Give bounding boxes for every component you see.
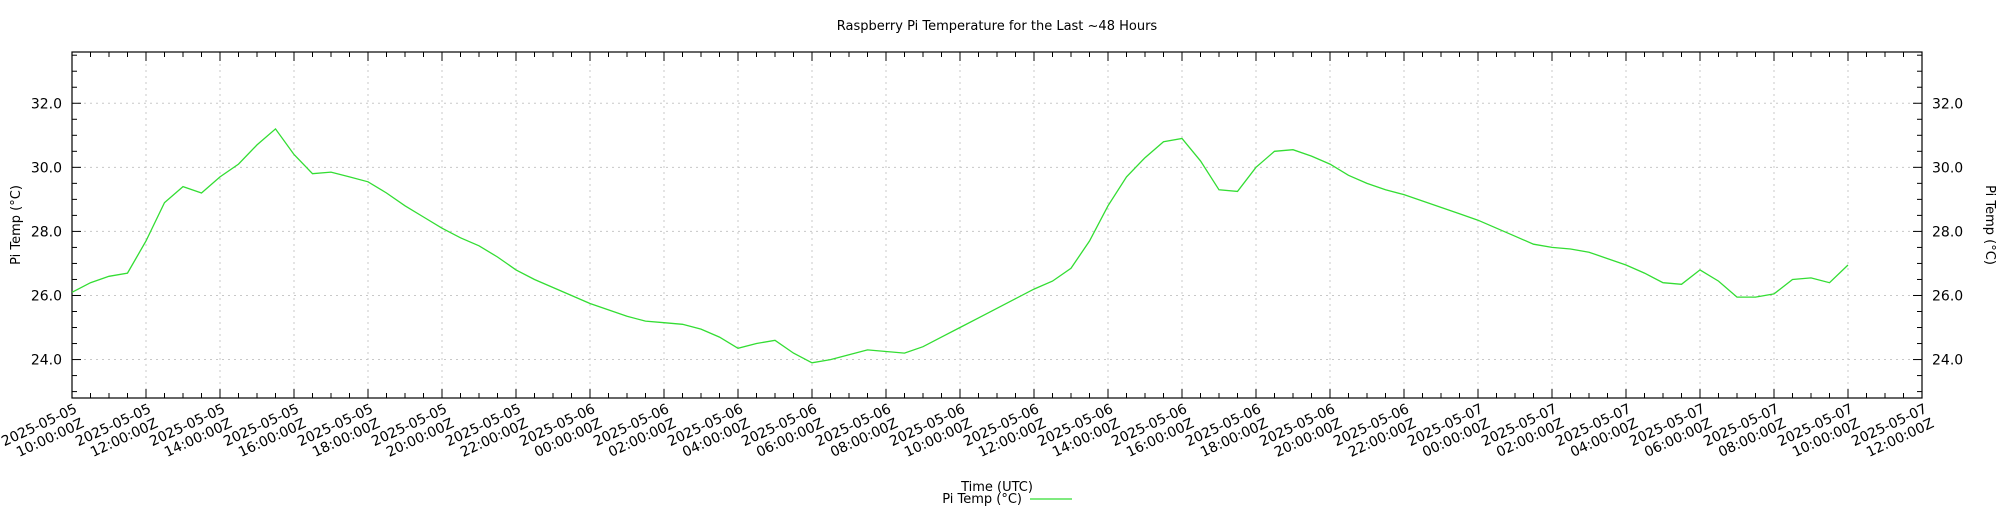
x-tick-label: 2025-05-0712:00:00Z — [1849, 401, 1936, 464]
y-tick-label-left: 30.0 — [31, 160, 62, 176]
x-tick-label: 2025-05-0600:00:00Z — [517, 401, 604, 464]
chart-title: Raspberry Pi Temperature for the Last ~4… — [837, 19, 1158, 34]
y-tick-label-right: 30.0 — [1932, 160, 1963, 176]
x-tick-label: 2025-05-0704:00:00Z — [1553, 401, 1640, 464]
plot-frame — [71, 51, 1923, 399]
x-tick-label: 2025-05-0614:00:00Z — [1035, 401, 1122, 464]
x-tick-label: 2025-05-0702:00:00Z — [1479, 401, 1566, 464]
x-tick-label: 2025-05-0602:00:00Z — [591, 401, 678, 464]
legend: Pi Temp (°C) — [942, 492, 1072, 507]
x-tick-label: 2025-05-0708:00:00Z — [1701, 401, 1788, 464]
series-layer — [71, 127, 1849, 364]
y-tick-label-right: 32.0 — [1932, 96, 1963, 112]
grid-lines — [72, 52, 1922, 398]
y-tick-label-right: 28.0 — [1932, 224, 1963, 240]
x-tick-label: 2025-05-0622:00:00Z — [1331, 401, 1418, 464]
series-line-pi-temp — [71, 127, 1849, 364]
x-tick-label: 2025-05-0514:00:00Z — [147, 401, 234, 464]
x-axis-label: Time (UTC) — [960, 480, 1033, 495]
y-tick-label-left: 32.0 — [31, 96, 62, 112]
y-axis-label-right: Pi Temp (°C) — [1982, 185, 1997, 265]
y-tick-label-left: 28.0 — [31, 224, 62, 240]
x-tick-label: 2025-05-0610:00:00Z — [887, 401, 974, 464]
x-tick-label: 2025-05-0516:00:00Z — [221, 401, 308, 464]
x-tick-label: 2025-05-0620:00:00Z — [1257, 401, 1344, 464]
y-tick-label-right: 24.0 — [1932, 353, 1963, 369]
y-tick-labels: 24.0 24.0 26.0 26.0 28.0 28.0 30.0 30.0 32.0 32.0 — [31, 96, 1963, 368]
x-tick-label: 2025-05-0700:00:00Z — [1405, 401, 1492, 464]
y-tick-label-left: 26.0 — [31, 288, 62, 304]
x-tick-label: 2025-05-0518:00:00Z — [295, 401, 382, 464]
axis-ticks — [71, 52, 1923, 398]
x-tick-label: 2025-05-0706:00:00Z — [1627, 401, 1714, 464]
y-tick-label-left: 24.0 — [31, 353, 62, 369]
x-tick-label: 2025-05-0618:00:00Z — [1183, 401, 1270, 464]
x-tick-label: 2025-05-0710:00:00Z — [1775, 401, 1862, 464]
legend-label: Pi Temp (°C) — [942, 492, 1022, 507]
x-tick-label: 2025-05-0604:00:00Z — [665, 401, 752, 464]
x-tick-label: 2025-05-0606:00:00Z — [739, 401, 826, 464]
y-tick-label-right: 26.0 — [1932, 288, 1963, 304]
x-tick-label: 2025-05-0510:00:00Z — [0, 401, 86, 464]
x-tick-label: 2025-05-0522:00:00Z — [443, 401, 530, 464]
x-tick-label: 2025-05-0612:00:00Z — [961, 401, 1048, 464]
x-tick-label: 2025-05-0512:00:00Z — [73, 401, 160, 464]
x-tick-label: 2025-05-0616:00:00Z — [1109, 401, 1196, 464]
x-tick-labels: 2025-05-0510:00:00Z2025-05-0512:00:00Z20… — [0, 401, 1936, 464]
y-axis-label-left: Pi Temp (°C) — [9, 185, 24, 265]
x-tick-label: 2025-05-0608:00:00Z — [813, 401, 900, 464]
x-tick-label: 2025-05-0520:00:00Z — [369, 401, 456, 464]
